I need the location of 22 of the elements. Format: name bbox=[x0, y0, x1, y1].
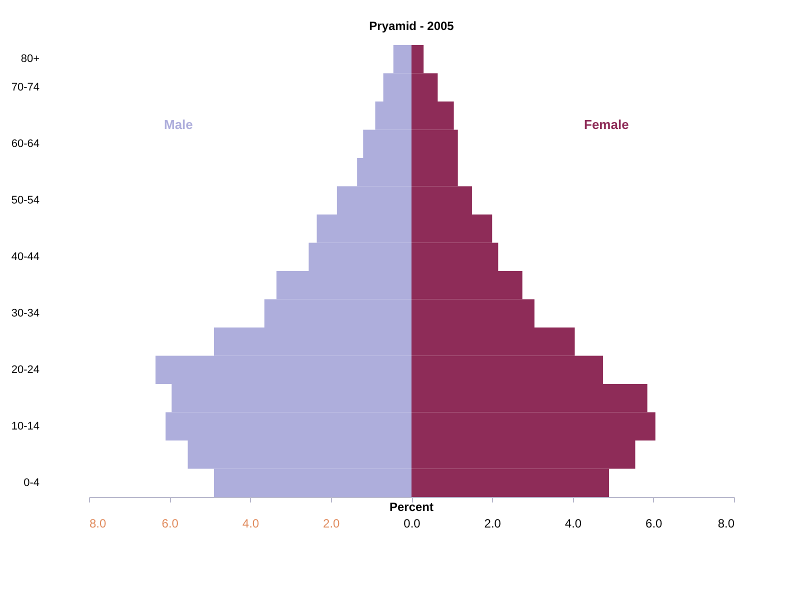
y-tick-label: 70-74 bbox=[11, 81, 40, 94]
y-tick-label: 0-4 bbox=[24, 476, 40, 489]
x-tick-label: 8.0 bbox=[718, 516, 735, 530]
y-tick-label: 80+ bbox=[20, 53, 40, 66]
text: Female bbox=[584, 117, 629, 132]
y-tick-label: 30-34 bbox=[11, 307, 40, 320]
x-tick-label: 6.0 bbox=[646, 516, 663, 530]
y-tick-label: 50-54 bbox=[11, 194, 40, 206]
x-tick-label: 2.0 bbox=[484, 516, 502, 530]
x-tick-label: 8.0 bbox=[90, 516, 107, 530]
y-tick-label: 60-64 bbox=[11, 138, 40, 150]
x-tick-label: 4.0 bbox=[242, 516, 260, 530]
x-axis-title: Percent bbox=[389, 500, 434, 514]
y-tick-label: 10-14 bbox=[11, 420, 40, 432]
x-tick-label: 4.0 bbox=[564, 516, 582, 530]
text: Male bbox=[164, 117, 193, 132]
x-tick-label: 2.0 bbox=[323, 516, 340, 530]
x-tick-label: 6.0 bbox=[162, 516, 179, 530]
y-tick-label: 40-44 bbox=[11, 250, 40, 263]
x-tick-label: 0.0 bbox=[404, 516, 421, 530]
chart-title: Pryamid - 2005 bbox=[369, 19, 454, 33]
y-tick-label: 20-24 bbox=[11, 364, 40, 376]
